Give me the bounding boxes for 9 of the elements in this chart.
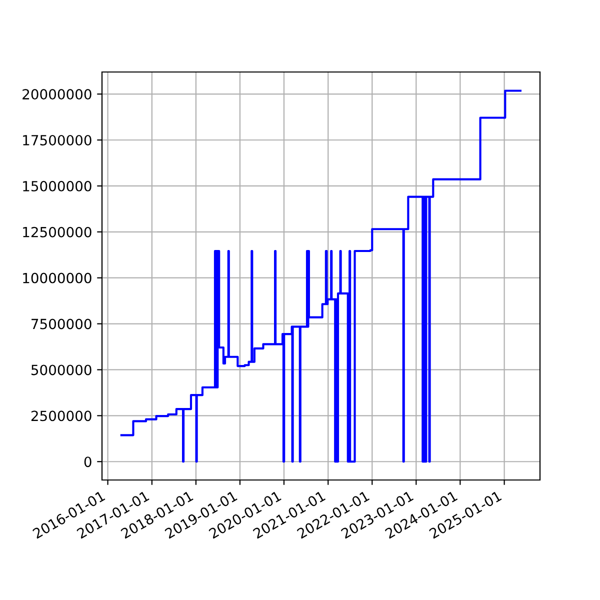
y-tick-label: 7500000	[32, 318, 92, 330]
y-tick-label: 10000000	[23, 272, 92, 284]
y-tick-label: 5000000	[31, 364, 92, 376]
y-tick-label: 2500000	[31, 410, 92, 422]
y-tick-label: 20000000	[22, 89, 92, 100]
y-tick-label: 0	[84, 456, 92, 468]
y-tick-label: 12500000	[23, 226, 92, 238]
y-tick-label: 17500000	[23, 134, 92, 146]
y-tick-label: 15000000	[23, 180, 92, 192]
